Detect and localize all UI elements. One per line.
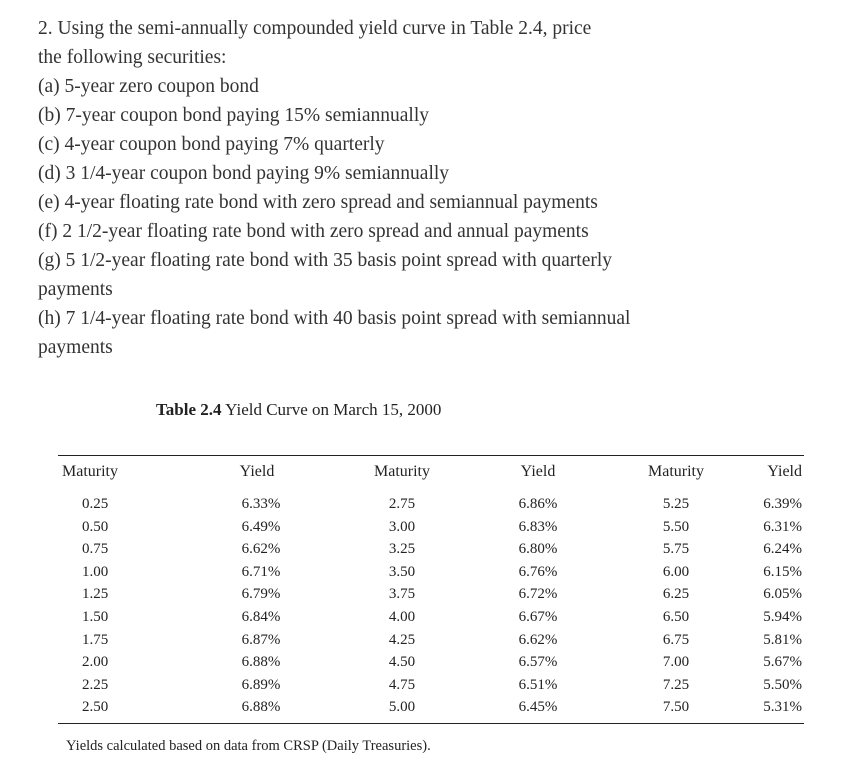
cell-yield-3: 5.67% — [763, 654, 802, 671]
cell-yield-2: 6.45% — [518, 699, 558, 716]
cell-maturity-3: 7.00 — [662, 654, 690, 671]
cell-yield-1: 6.84% — [241, 608, 281, 625]
problem-line: (b) 7-year coupon bond paying 15% semian… — [38, 105, 429, 126]
cell-maturity-1: 0.25 — [82, 496, 109, 512]
cell-yield-2: 6.72% — [518, 586, 558, 603]
cell-yield-3: 6.39% — [763, 496, 802, 512]
table-row: 2.25 6.89% 4.75 6.51% 7.25 5.50% — [58, 674, 804, 697]
cell-yield-2: 6.62% — [518, 631, 558, 648]
problem-line: (c) 4-year coupon bond paying 7% quarter… — [38, 134, 385, 155]
header-yield-2: Yield — [520, 462, 556, 480]
problem-line: (f) 2 1/2-year floating rate bond with z… — [38, 221, 589, 242]
problem-line: (a) 5-year zero coupon bond — [38, 76, 259, 97]
cell-maturity-2: 4.00 — [388, 608, 416, 625]
problem-text: 2. Using the semi-annually compounded yi… — [38, 14, 818, 362]
cell-yield-2: 6.51% — [518, 676, 558, 693]
cell-maturity-3: 7.50 — [662, 699, 690, 716]
cell-yield-1: 6.79% — [241, 586, 281, 603]
cell-yield-2: 6.76% — [518, 563, 558, 580]
cell-yield-2: 6.67% — [518, 608, 558, 625]
cell-maturity-1: 1.75 — [82, 631, 109, 648]
problem-line: payments — [38, 337, 113, 358]
cell-maturity-3: 7.25 — [662, 676, 690, 693]
header-maturity-2: Maturity — [374, 462, 430, 480]
table-row: 2.50 6.88% 5.00 6.45% 7.50 5.31% — [58, 696, 804, 723]
cell-maturity-1: 2.50 — [82, 699, 109, 716]
cell-maturity-2: 3.00 — [388, 518, 416, 535]
cell-maturity-1: 2.25 — [82, 676, 109, 693]
cell-yield-3: 5.31% — [763, 699, 802, 716]
yield-curve-table: Maturity Yield Maturity Yield Maturity Y… — [58, 456, 804, 723]
header-maturity-3: Maturity — [648, 462, 704, 480]
cell-yield-3: 6.24% — [763, 541, 802, 558]
cell-maturity-3: 6.75 — [662, 631, 690, 648]
cell-yield-2: 6.83% — [518, 518, 558, 535]
cell-yield-3: 6.05% — [763, 586, 802, 603]
cell-maturity-3: 6.00 — [662, 563, 690, 580]
cell-yield-1: 6.33% — [241, 496, 281, 512]
cell-yield-1: 6.87% — [241, 631, 281, 648]
table-caption-title: Yield Curve on March 15, 2000 — [225, 400, 442, 419]
table-row: 0.75 6.62% 3.25 6.80% 5.75 6.24% — [58, 538, 804, 561]
table-row: 0.25 6.33% 2.75 6.86% 5.25 6.39% — [58, 487, 804, 516]
problem-line: (h) 7 1/4-year floating rate bond with 4… — [38, 308, 631, 329]
table-row: 1.00 6.71% 3.50 6.76% 6.00 6.15% — [58, 561, 804, 584]
table-row: 1.75 6.87% 4.25 6.62% 6.75 5.81% — [58, 629, 804, 652]
table-caption-label: Table 2.4 — [156, 400, 222, 419]
table-row: 1.25 6.79% 3.75 6.72% 6.25 6.05% — [58, 583, 804, 606]
cell-maturity-1: 2.00 — [82, 654, 109, 671]
cell-yield-1: 6.88% — [241, 699, 281, 716]
cell-maturity-2: 3.25 — [388, 541, 416, 558]
cell-yield-3: 6.31% — [763, 518, 802, 535]
cell-maturity-2: 5.00 — [388, 699, 416, 716]
cell-yield-3: 6.15% — [763, 563, 802, 580]
header-yield-3: Yield — [767, 462, 802, 480]
table-caption: Table 2.4 Yield Curve on March 15, 2000 — [156, 400, 441, 420]
cell-maturity-3: 5.50 — [662, 518, 690, 535]
yield-curve-table-wrapper: Maturity Yield Maturity Yield Maturity Y… — [58, 455, 804, 724]
table-row: 0.50 6.49% 3.00 6.83% 5.50 6.31% — [58, 516, 804, 539]
cell-maturity-2: 4.75 — [388, 676, 416, 693]
cell-maturity-1: 0.75 — [82, 541, 109, 558]
cell-yield-3: 5.50% — [763, 676, 802, 693]
problem-line: (e) 4-year floating rate bond with zero … — [38, 192, 598, 213]
cell-maturity-1: 1.50 — [82, 608, 109, 625]
cell-yield-2: 6.80% — [518, 541, 558, 558]
cell-maturity-3: 5.75 — [662, 541, 690, 558]
table-top-rule — [58, 455, 804, 456]
cell-maturity-2: 3.50 — [388, 563, 416, 580]
problem-line: 2. Using the semi-annually compounded yi… — [38, 18, 592, 39]
cell-yield-1: 6.89% — [241, 676, 281, 693]
cell-yield-1: 6.71% — [241, 563, 281, 580]
table-source-note: Yields calculated based on data from CRS… — [66, 738, 431, 754]
cell-maturity-2: 4.25 — [388, 631, 416, 648]
cell-maturity-3: 6.50 — [662, 608, 690, 625]
cell-maturity-1: 0.50 — [82, 518, 109, 535]
cell-maturity-2: 4.50 — [388, 654, 416, 671]
cell-yield-3: 5.94% — [763, 608, 802, 625]
table-row: 2.00 6.88% 4.50 6.57% 7.00 5.67% — [58, 651, 804, 674]
table-bottom-rule — [58, 722, 804, 724]
cell-maturity-2: 3.75 — [388, 586, 416, 603]
cell-yield-3: 5.81% — [763, 631, 802, 648]
table-body: 0.25 6.33% 2.75 6.86% 5.25 6.39% 0.50 6.49% 3.00… — [58, 487, 804, 723]
problem-line: (d) 3 1/4-year coupon bond paying 9% sem… — [38, 163, 450, 184]
cell-maturity-1: 1.00 — [82, 563, 109, 580]
cell-maturity-3: 6.25 — [662, 586, 690, 603]
cell-yield-2: 6.57% — [518, 654, 558, 671]
cell-yield-1: 6.62% — [241, 541, 281, 558]
cell-yield-1: 6.49% — [241, 518, 281, 535]
header-maturity-1: Maturity — [62, 462, 118, 480]
problem-line: the following securities: — [38, 47, 227, 68]
problem-line: payments — [38, 279, 113, 300]
cell-maturity-3: 5.25 — [662, 496, 690, 512]
cell-yield-1: 6.88% — [241, 654, 281, 671]
header-yield-1: Yield — [239, 462, 275, 480]
table-header-row: Maturity Yield Maturity Yield Maturity Y… — [58, 456, 804, 487]
cell-yield-2: 6.86% — [518, 496, 558, 512]
table-row: 1.50 6.84% 4.00 6.67% 6.50 5.94% — [58, 606, 804, 629]
cell-maturity-2: 2.75 — [388, 496, 416, 512]
problem-line: (g) 5 1/2-year floating rate bond with 3… — [38, 250, 613, 271]
cell-maturity-1: 1.25 — [82, 586, 109, 603]
